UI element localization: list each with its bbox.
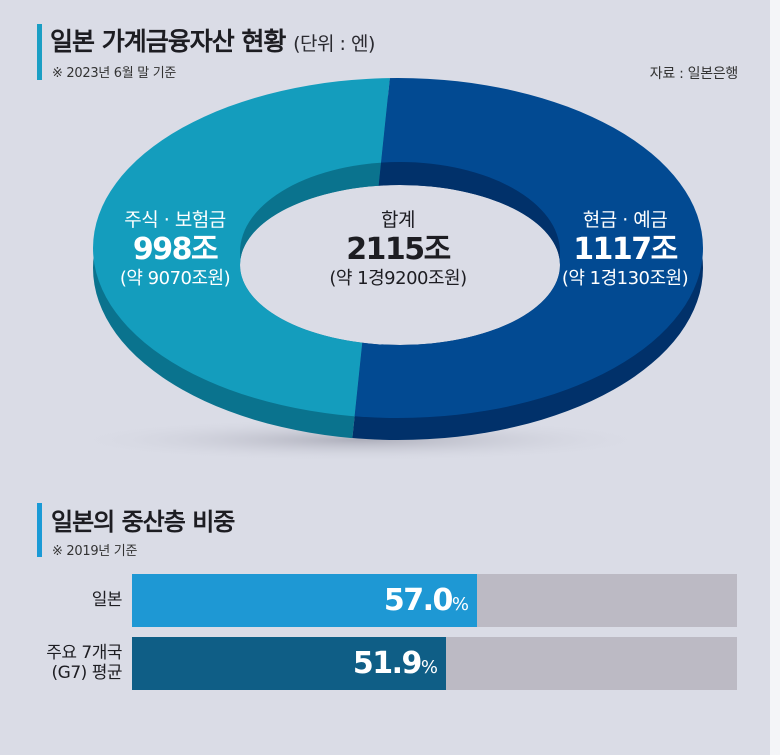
- bar-track-g7: 51.9%: [132, 637, 737, 690]
- slice-stocks-insurance: [93, 78, 398, 418]
- bar-value-g7: 51.9%: [352, 646, 438, 681]
- section1-unit: (단위 : 엔): [293, 33, 375, 55]
- bar-track-japan: 57.0%: [132, 574, 737, 627]
- bar-label-g7: 주요 7개국 (G7) 평균: [12, 643, 122, 683]
- total-krw: (약 1경9200조원): [329, 268, 467, 289]
- slice-value: 998조: [132, 232, 219, 267]
- label-cash-deposits: 현금 · 예금 1117조 (약 1경130조원): [525, 205, 725, 290]
- bar-japan: 57.0%: [132, 574, 477, 627]
- bar-label-japan: 일본: [91, 590, 123, 610]
- total-value: 2115조: [346, 232, 451, 267]
- section2-title: 일본의 중산층 비중: [51, 508, 235, 536]
- source-note: 자료 : 일본은행: [649, 66, 739, 82]
- slice-name: 주식 · 보험금: [124, 209, 226, 231]
- section1-title-text: 일본 가계금융자산 현황: [50, 27, 286, 56]
- label-total: 합계 2115조 (약 1경9200조원): [298, 205, 498, 290]
- section1-accent-bar: [37, 24, 42, 80]
- slice-name: 현금 · 예금: [582, 209, 668, 231]
- slice-krw: (약 9070조원): [119, 268, 231, 289]
- label-stocks-insurance: 주식 · 보험금 998조 (약 9070조원): [75, 205, 275, 290]
- bar-g7: 51.9%: [132, 637, 446, 690]
- right-edge: [770, 0, 780, 755]
- section2-accent-bar: [37, 503, 42, 557]
- slice-krw: (약 1경130조원): [561, 268, 689, 289]
- total-name: 합계: [381, 209, 415, 231]
- bar-value-japan: 57.0%: [383, 583, 469, 618]
- section2-note: ※ 2019년 기준: [52, 544, 138, 559]
- slice-value: 1117조: [573, 232, 678, 267]
- section1-note: ※ 2023년 6월 말 기준: [52, 66, 177, 81]
- bar-label-g7-line2: (G7) 평균: [51, 663, 123, 683]
- donut-chart: [60, 78, 703, 462]
- donut-shadow: [60, 418, 660, 462]
- section1-title: 일본 가계금융자산 현황 (단위 : 엔): [50, 22, 375, 58]
- bar-label-g7-line1: 주요 7개국: [46, 643, 122, 663]
